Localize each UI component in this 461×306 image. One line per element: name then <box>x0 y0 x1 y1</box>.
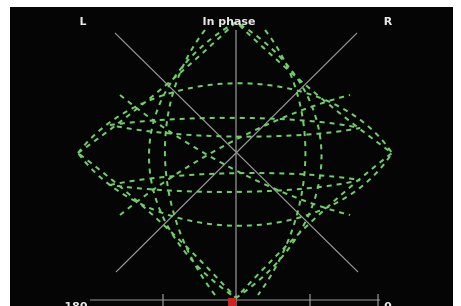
phase-scope-screen: L In phase R 180 0 <box>0 0 461 306</box>
left-channel-label: L <box>79 15 86 28</box>
scale-left-label: 180 <box>65 300 88 306</box>
in-phase-label: In phase <box>203 15 256 28</box>
scope-background <box>10 7 453 306</box>
scale-right-label: 0 <box>384 300 392 306</box>
balance-marker <box>228 298 236 306</box>
goniometer: L In phase R 180 0 <box>0 0 461 306</box>
right-channel-label: R <box>384 15 393 28</box>
